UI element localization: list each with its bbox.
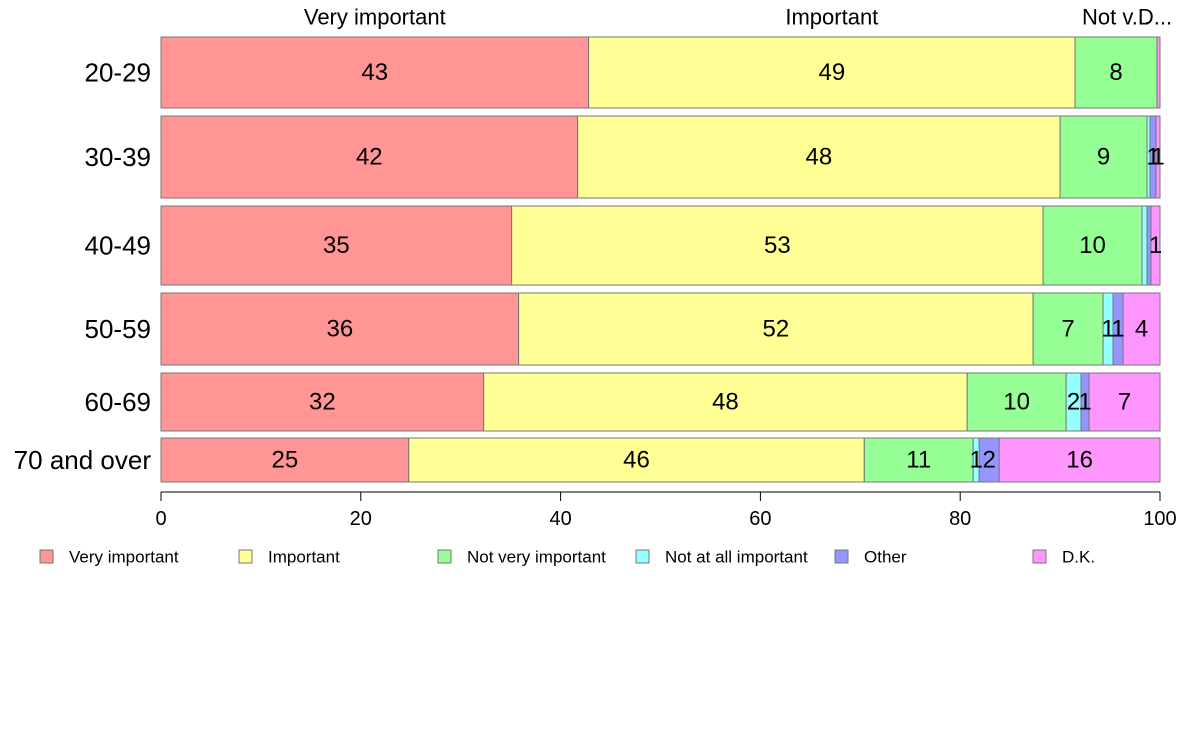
top-segment-label: Important — [785, 5, 878, 30]
bar-segment — [1141, 205, 1148, 286]
legend-swatch — [437, 549, 452, 564]
legend-label: Other — [864, 548, 907, 567]
bar-segment — [408, 437, 865, 483]
x-tick-label: 80 — [949, 508, 971, 530]
data-label: 7 — [1118, 389, 1131, 416]
top-segment-label: D... — [1138, 5, 1172, 30]
category-label: 50-59 — [85, 314, 152, 344]
bar-segment — [863, 437, 974, 483]
data-label: 8 — [1109, 59, 1122, 86]
data-label: 11 — [906, 447, 931, 474]
x-tick-label: 100 — [1143, 508, 1176, 530]
data-label: 1 — [1101, 316, 1114, 343]
data-label: 1 — [1111, 316, 1124, 343]
legend-swatch — [238, 549, 253, 564]
x-axis: 0 20 40 60 80 100 — [155, 491, 1177, 530]
bar-segment — [160, 437, 410, 483]
bar-segment — [511, 205, 1044, 286]
bar-segment — [160, 36, 590, 109]
data-label: 25 — [272, 447, 299, 474]
x-tick-label: 60 — [749, 508, 771, 530]
legend-label: D.K. — [1062, 548, 1095, 567]
legend-swatch — [834, 549, 849, 564]
top-segment-label: Very important — [304, 5, 446, 30]
data-label: 42 — [356, 144, 383, 171]
bar-segment — [1155, 115, 1161, 199]
data-label: 36 — [326, 316, 353, 343]
data-label: 53 — [764, 232, 791, 259]
data-label: 1 — [1151, 144, 1164, 171]
x-tick-label: 20 — [350, 508, 372, 530]
data-label: 10 — [1079, 232, 1106, 259]
legend-swatch — [39, 549, 54, 564]
bar-segment — [1032, 292, 1104, 366]
legend-label: Not very important — [467, 548, 606, 567]
legend: Very important Important Not very importan… — [39, 548, 1095, 567]
data-label: 43 — [361, 59, 388, 86]
legend-swatch — [1032, 549, 1047, 564]
data-label: 2 — [1067, 389, 1080, 416]
category-label: 20-29 — [85, 58, 152, 88]
data-label: 1 — [970, 447, 983, 474]
data-label: 4 — [1135, 316, 1148, 343]
data-label: 35 — [323, 232, 350, 259]
legend-swatch — [635, 549, 650, 564]
data-label: 10 — [1003, 389, 1030, 416]
top-labels-group: Very important Important Not v...D... — [304, 5, 1172, 30]
data-label: 1 — [1149, 232, 1162, 259]
bar-segment — [1122, 292, 1161, 366]
bar-segment — [160, 372, 485, 432]
data-label: 49 — [818, 59, 845, 86]
bar-segment — [160, 205, 513, 286]
category-label: 30-39 — [85, 142, 152, 172]
bar-segment — [577, 115, 1061, 199]
data-label: 7 — [1061, 316, 1074, 343]
legend-label: Not at all important — [665, 548, 808, 567]
data-label: 1 — [1146, 144, 1159, 171]
bar-segment — [1150, 205, 1161, 286]
top-segment-label: Not v... — [1082, 5, 1150, 30]
data-label: 46 — [623, 447, 650, 474]
bar-segment — [588, 36, 1076, 109]
bar-segment — [160, 292, 520, 366]
bar-segment — [1088, 372, 1161, 432]
data-label: 1 — [1078, 389, 1091, 416]
x-tick-label: 40 — [549, 508, 571, 530]
category-label: 40-49 — [85, 231, 152, 261]
data-label: 16 — [1066, 447, 1093, 474]
bar-segment — [998, 437, 1161, 483]
category-labels-group: 20-29 30-39 40-49 50-59 60-69 70 and over — [14, 58, 152, 476]
data-label: 48 — [805, 144, 832, 171]
bar-segment — [1074, 36, 1158, 109]
category-label: 70 and over — [14, 445, 152, 475]
data-label: 9 — [1097, 144, 1110, 171]
bar-segment — [160, 115, 579, 199]
bar-segment — [483, 372, 968, 432]
bar-segment — [518, 292, 1034, 366]
bar-segment — [1059, 115, 1148, 199]
category-label: 60-69 — [85, 387, 152, 417]
data-label: 2 — [982, 447, 995, 474]
bar-segment — [1156, 36, 1161, 109]
legend-label: Very important — [69, 548, 179, 567]
legend-label: Important — [268, 548, 340, 567]
data-label: 52 — [763, 316, 790, 343]
bars-group — [160, 36, 1161, 483]
x-tick-label: 0 — [155, 508, 166, 530]
data-label: 48 — [712, 389, 739, 416]
data-label: 32 — [309, 389, 336, 416]
